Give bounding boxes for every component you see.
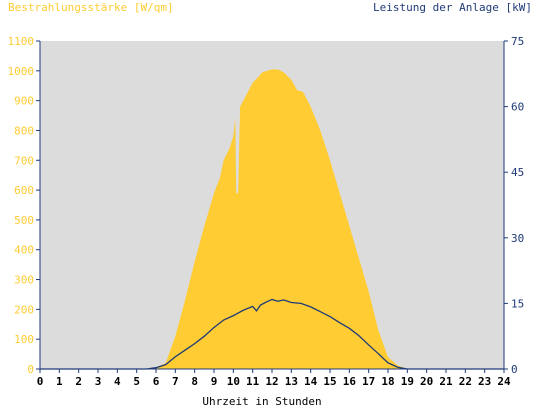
x-tick-label: 9 [211, 375, 218, 388]
x-tick-label: 12 [265, 375, 278, 388]
right-tick-label: 15 [511, 297, 524, 310]
x-tick-label: 4 [114, 375, 121, 388]
right-tick-label: 30 [511, 232, 524, 245]
x-tick-label: 10 [227, 375, 240, 388]
left-tick-label: 800 [14, 124, 34, 137]
x-tick-label: 18 [381, 375, 394, 388]
x-tick-label: 13 [285, 375, 298, 388]
left-tick-label: 300 [14, 274, 34, 287]
right-axis-title: Leistung der Anlage [kW] [373, 1, 532, 14]
x-tick-label: 20 [420, 375, 433, 388]
x-tick-label: 24 [497, 375, 511, 388]
x-tick-label: 19 [401, 375, 414, 388]
x-tick-label: 2 [75, 375, 82, 388]
power-line [40, 298, 504, 370]
left-tick-label: 500 [14, 214, 34, 227]
left-tick-label: 1100 [8, 35, 35, 48]
left-tick-label: 100 [14, 333, 34, 346]
x-tick-label: 0 [37, 375, 44, 388]
left-tick-label: 0 [27, 363, 34, 376]
right-tick-label: 0 [511, 363, 518, 376]
left-axis-title: Bestrahlungsstärke [W/qm] [8, 1, 174, 14]
irradiance-area [40, 69, 504, 369]
x-tick-label: 22 [459, 375, 472, 388]
x-tick-label: 7 [172, 375, 179, 388]
left-tick-label: 1000 [8, 65, 35, 78]
right-tick-label: 60 [511, 101, 524, 114]
x-tick-label: 1 [56, 375, 63, 388]
left-tick-label: 400 [14, 244, 34, 257]
x-tick-label: 6 [153, 375, 160, 388]
left-tick-label: 900 [14, 95, 34, 108]
x-tick-label: 11 [246, 375, 260, 388]
x-tick-label: 14 [304, 375, 318, 388]
left-tick-label: 600 [14, 184, 34, 197]
x-axis-label: Uhrzeit in Stunden [202, 395, 321, 408]
x-tick-label: 17 [362, 375, 375, 388]
irradiance-area-group [40, 69, 504, 369]
x-tick-label: 5 [133, 375, 140, 388]
right-tick-label: 45 [511, 166, 524, 179]
x-tick-label: 21 [439, 375, 453, 388]
x-tick-label: 15 [323, 375, 336, 388]
right-tick-label: 75 [511, 35, 524, 48]
x-tick-label: 3 [95, 375, 102, 388]
x-tick-label: 23 [478, 375, 491, 388]
x-tick-label: 16 [343, 375, 357, 388]
power-line-group [40, 298, 504, 370]
left-tick-label: 700 [14, 154, 34, 167]
left-tick-label: 200 [14, 303, 34, 316]
x-tick-label: 8 [191, 375, 198, 388]
axes-group: 0100200300400500600700800900100011000153… [8, 35, 525, 388]
